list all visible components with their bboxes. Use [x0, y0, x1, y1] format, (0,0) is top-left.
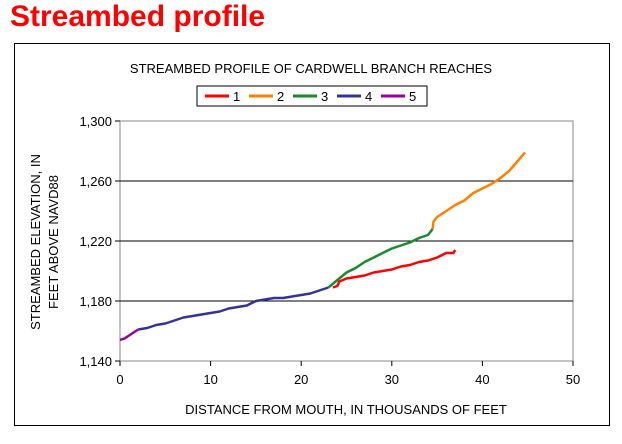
x-tick-label: 10	[203, 372, 217, 387]
y-tick-label: 1,300	[79, 114, 112, 129]
series-5-line	[119, 328, 139, 342]
x-tick-label: 0	[116, 372, 123, 387]
x-axis-label: DISTANCE FROM MOUTH, IN THOUSANDS OF FEE…	[185, 402, 507, 417]
legend-label-2: 2	[277, 89, 284, 104]
axis-ticks: 1,140 1,180 1,220 1,260 1,300 0 10 20 30 40 50	[79, 114, 580, 387]
series-2-line	[431, 151, 526, 230]
x-tick-label: 20	[294, 372, 308, 387]
slide-title: Streambed profile	[10, 0, 266, 33]
legend-label-1: 1	[233, 89, 240, 104]
x-tick-label: 40	[475, 372, 489, 387]
x-tick-label: 50	[566, 372, 580, 387]
y-axis-label-line1: STREAMBED ELEVATION, IN	[28, 154, 43, 330]
legend-label-4: 4	[365, 89, 372, 104]
series-lines	[119, 151, 526, 342]
series-4-line	[137, 286, 329, 331]
y-tick-label: 1,260	[79, 174, 112, 189]
y-tick-label: 1,220	[79, 234, 112, 249]
y-tick-label: 1,140	[79, 354, 112, 369]
legend: 1 2 3 4 5	[196, 85, 428, 107]
legend-label-5: 5	[409, 89, 416, 104]
x-tick-label: 30	[385, 372, 399, 387]
series-3-line	[327, 228, 434, 289]
series-1-line	[332, 249, 457, 289]
legend-label-3: 3	[321, 89, 328, 104]
y-tick-label: 1,180	[79, 294, 112, 309]
y-axis-label-line2: FEET ABOVE NAVD88	[46, 175, 61, 309]
chart-title: STREAMBED PROFILE OF CARDWELL BRANCH REA…	[130, 61, 492, 76]
